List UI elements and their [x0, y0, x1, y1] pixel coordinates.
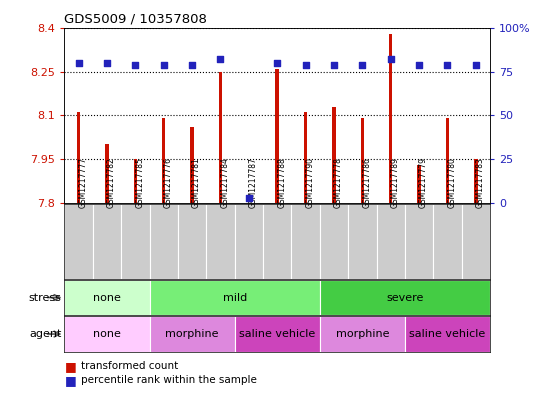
Point	[159, 61, 168, 68]
Bar	[389, 34, 393, 203]
Bar	[361, 118, 364, 203]
Text: mild: mild	[222, 292, 247, 303]
Text: GDS5009 / 10357808: GDS5009 / 10357808	[64, 12, 207, 25]
Text: GSM1217784: GSM1217784	[221, 157, 230, 208]
Text: GSM1217788: GSM1217788	[277, 157, 286, 208]
Text: GSM1217785: GSM1217785	[136, 157, 144, 208]
Text: ■: ■	[64, 360, 76, 373]
Bar	[405, 316, 490, 352]
Point	[188, 61, 197, 68]
Text: severe: severe	[386, 292, 423, 303]
Text: GSM1217786: GSM1217786	[362, 157, 371, 208]
Text: none: none	[93, 329, 121, 339]
Text: transformed count: transformed count	[81, 361, 179, 371]
Text: GSM1217778: GSM1217778	[334, 157, 343, 208]
Bar	[304, 112, 307, 203]
Bar	[263, 204, 291, 279]
Bar	[134, 159, 137, 203]
Point	[74, 60, 83, 66]
Text: morphine: morphine	[165, 329, 219, 339]
Bar	[433, 204, 461, 279]
Bar	[376, 204, 405, 279]
Bar	[162, 118, 165, 203]
Bar	[150, 280, 320, 315]
Bar	[105, 145, 109, 203]
Bar	[235, 316, 320, 352]
Text: GSM1217787: GSM1217787	[249, 157, 258, 208]
Text: GSM1217780: GSM1217780	[447, 157, 456, 208]
Point	[102, 60, 111, 66]
Text: GSM1217782: GSM1217782	[107, 157, 116, 208]
Text: morphine: morphine	[335, 329, 389, 339]
Text: ■: ■	[64, 374, 76, 387]
Bar	[276, 69, 279, 203]
Bar	[332, 107, 335, 203]
Bar	[121, 204, 150, 279]
Bar	[178, 204, 206, 279]
Text: percentile rank within the sample: percentile rank within the sample	[81, 375, 257, 385]
Text: stress: stress	[29, 292, 62, 303]
Point	[386, 56, 395, 62]
Text: GSM1217777: GSM1217777	[78, 157, 87, 208]
Text: saline vehicle: saline vehicle	[239, 329, 315, 339]
Bar	[405, 204, 433, 279]
Text: GSM1217776: GSM1217776	[164, 157, 172, 208]
Point	[301, 61, 310, 68]
Text: agent: agent	[29, 329, 62, 339]
Bar	[320, 280, 490, 315]
Bar	[291, 204, 320, 279]
Bar	[348, 204, 376, 279]
Point	[273, 60, 282, 66]
Text: GSM1217783: GSM1217783	[476, 157, 485, 208]
Bar	[219, 72, 222, 203]
Bar	[417, 165, 421, 203]
Bar	[93, 204, 121, 279]
Point	[131, 61, 140, 68]
Point	[358, 61, 367, 68]
Bar	[320, 316, 405, 352]
Bar	[64, 204, 93, 279]
Point	[472, 61, 480, 68]
Bar	[320, 204, 348, 279]
Bar	[235, 204, 263, 279]
Point	[216, 56, 225, 62]
Point	[414, 61, 423, 68]
Bar	[190, 127, 194, 203]
Text: saline vehicle: saline vehicle	[409, 329, 486, 339]
Text: GSM1217789: GSM1217789	[391, 157, 400, 208]
Point	[244, 195, 253, 201]
Bar	[64, 280, 150, 315]
Point	[443, 61, 452, 68]
Point	[329, 61, 338, 68]
Bar	[446, 118, 449, 203]
Bar	[64, 316, 150, 352]
Text: GSM1217790: GSM1217790	[306, 157, 315, 208]
Bar	[150, 204, 178, 279]
Bar	[206, 204, 235, 279]
Bar	[150, 316, 235, 352]
Bar	[77, 112, 80, 203]
Text: GSM1217779: GSM1217779	[419, 157, 428, 208]
Bar	[474, 159, 478, 203]
Text: GSM1217781: GSM1217781	[192, 157, 201, 208]
Text: none: none	[93, 292, 121, 303]
Bar	[461, 204, 490, 279]
